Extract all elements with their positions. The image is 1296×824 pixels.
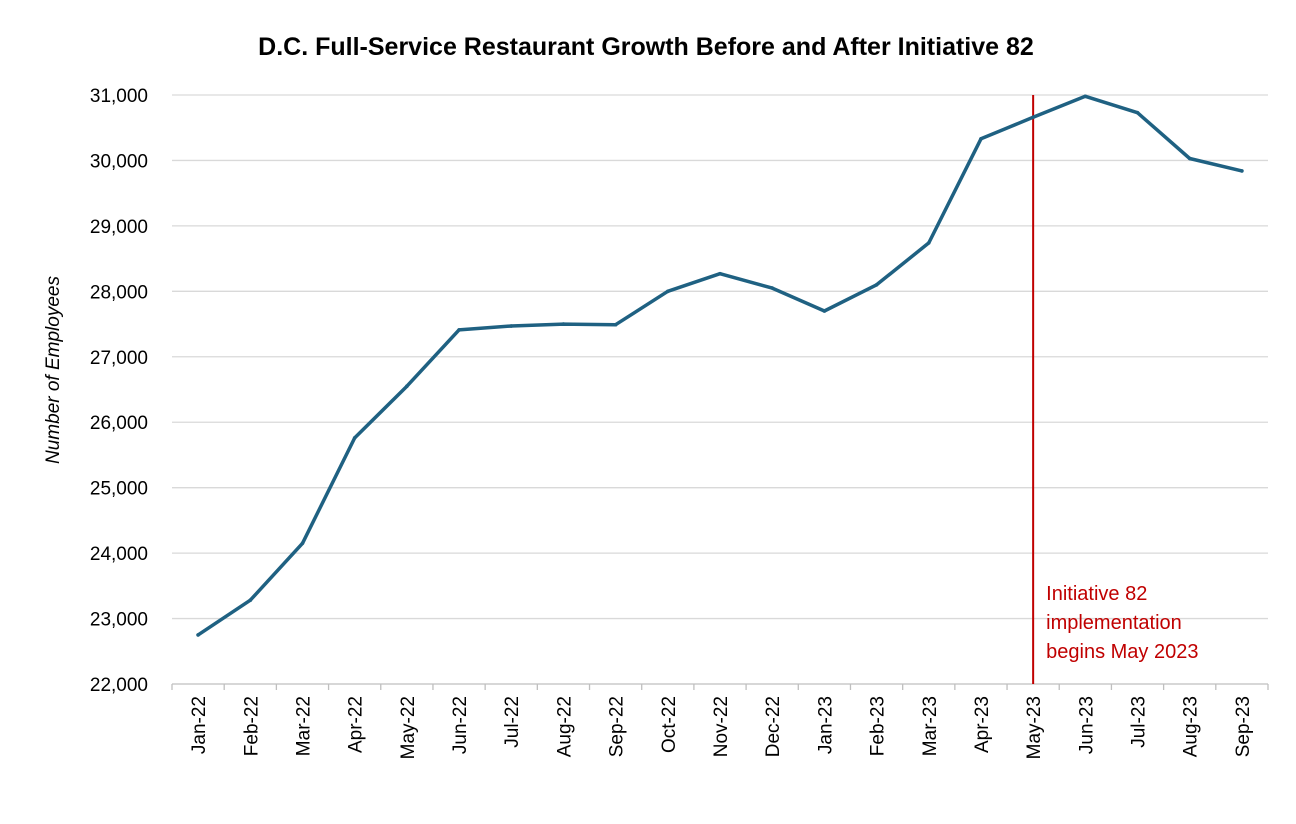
x-tick-label: Sep-22	[607, 696, 628, 757]
data-point	[300, 541, 305, 546]
data-point	[561, 322, 566, 326]
annotation-text: Initiative 82	[1046, 583, 1147, 605]
annotation-text: begins May 2023	[1046, 641, 1198, 663]
y-tick-labels: 22,000 23,000 24,000 25,000 26,000 27,000 28,0…	[90, 86, 148, 696]
x-tick-label: Sep-23	[1233, 696, 1254, 757]
data-point	[718, 271, 722, 276]
data-point	[666, 289, 670, 294]
x-tick-label: Nov-22	[711, 696, 732, 757]
data-point	[352, 436, 357, 440]
y-tick-label: 24,000	[90, 544, 148, 565]
x-tick-label: Aug-23	[1181, 696, 1202, 757]
annotation-text: implementation	[1046, 612, 1182, 634]
data-point	[1083, 94, 1088, 99]
x-tick-labels: Jan-22 Feb-22 Mar-22 Apr-22 May-22 Jun-22 Jul-…	[189, 696, 1254, 759]
chart-title: D.C. Full-Service Restaurant Growth Befo…	[258, 33, 1034, 61]
y-tick-label: 29,000	[90, 217, 148, 238]
y-tick-label: 22,000	[90, 675, 148, 696]
x-tick-label: Jan-22	[189, 696, 210, 754]
data-point	[770, 286, 774, 290]
x-tick-label: Apr-22	[346, 696, 367, 753]
x-tick-label: Jun-22	[450, 696, 471, 754]
data-point	[979, 137, 983, 141]
y-tick-label: 27,000	[90, 348, 148, 369]
data-point	[405, 384, 409, 389]
series-line	[196, 94, 1244, 637]
y-tick-label: 28,000	[90, 282, 148, 303]
data-point	[822, 309, 827, 313]
y-tick-label: 26,000	[90, 413, 148, 434]
data-point	[1187, 156, 1192, 161]
y-tick-label: 30,000	[90, 151, 148, 172]
data-point	[874, 282, 879, 287]
y-tick-label: 25,000	[90, 479, 148, 500]
y-tick-label: 23,000	[90, 610, 148, 631]
x-tick-label: May-22	[398, 696, 419, 759]
data-point	[926, 241, 931, 245]
x-tick-label: Apr-23	[972, 696, 993, 753]
annotation-group: Initiative 82 implementation begins May 20…	[1032, 95, 1198, 684]
series-group	[196, 94, 1244, 637]
x-tick-label: Mar-23	[920, 696, 941, 756]
data-point	[509, 324, 514, 328]
y-tick-label: 31,000	[90, 86, 148, 107]
x-tick-label: Jul-22	[502, 696, 523, 748]
x-tick-label: Oct-22	[659, 696, 680, 753]
x-tick-label: Dec-22	[763, 696, 784, 757]
x-tick-label: Jan-23	[815, 696, 836, 754]
axes	[171, 683, 1269, 690]
x-tick-label: Aug-22	[554, 696, 575, 757]
x-tick-label: Jun-23	[1076, 696, 1097, 754]
data-point	[1240, 169, 1244, 173]
x-tick-label: Feb-22	[241, 696, 262, 756]
x-tick-label: May-23	[1024, 696, 1045, 759]
x-tick-label: Mar-22	[293, 696, 314, 756]
data-point	[1031, 115, 1035, 120]
data-point	[248, 598, 253, 603]
y-axis-label: Number of Employees	[43, 276, 64, 464]
x-tick-label: Jul-23	[1129, 696, 1150, 748]
data-point	[1135, 110, 1140, 115]
data-point	[613, 322, 618, 327]
data-point	[196, 633, 200, 637]
data-point	[457, 328, 461, 332]
gridlines	[172, 94, 1268, 620]
x-tick-label: Feb-23	[868, 696, 889, 756]
